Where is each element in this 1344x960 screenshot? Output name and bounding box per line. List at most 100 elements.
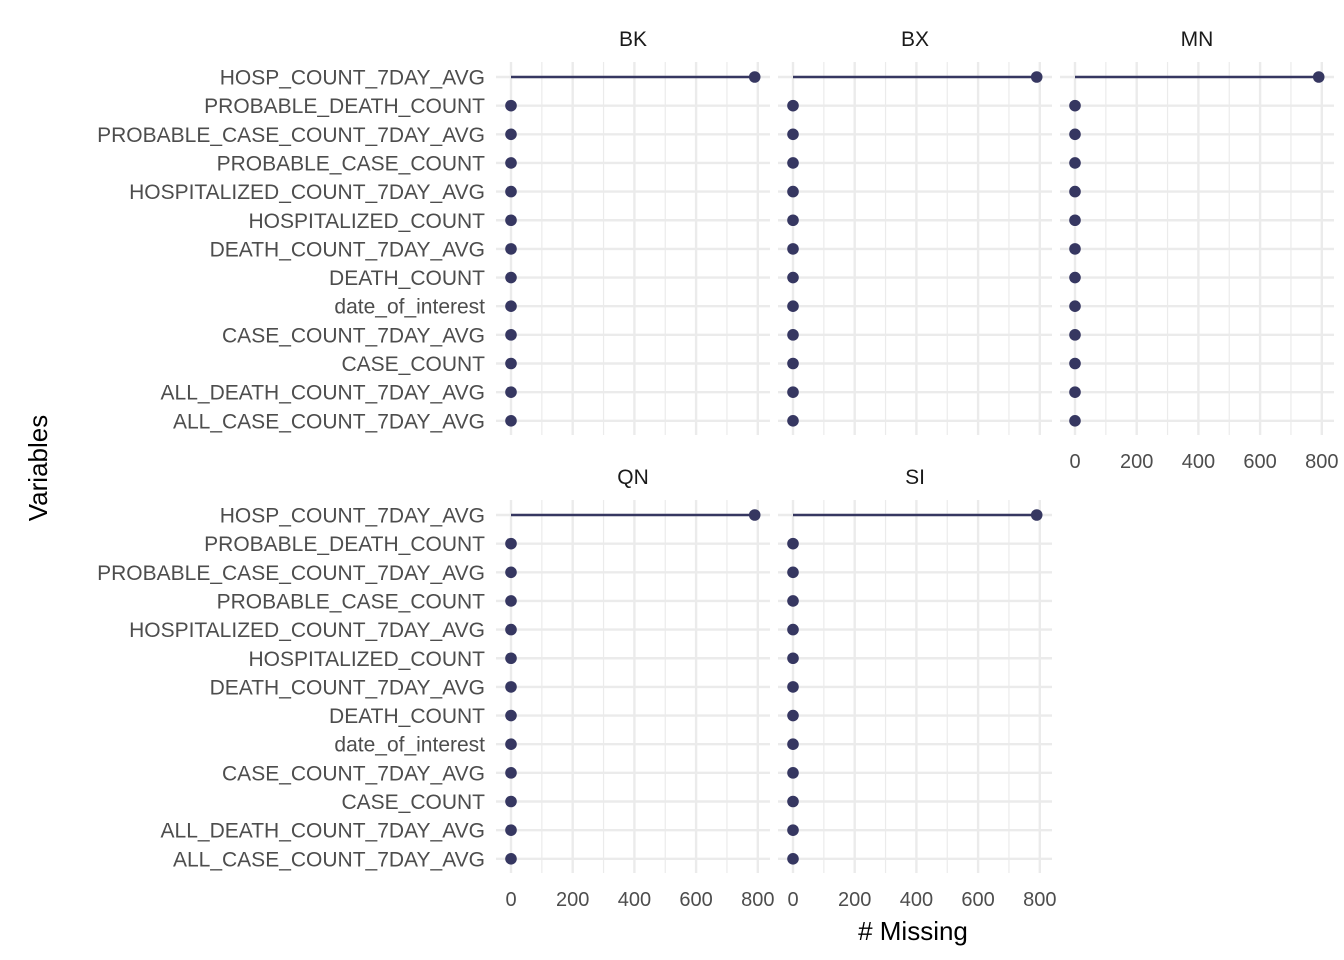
lollipop-point (505, 738, 517, 750)
lollipop-point (787, 681, 799, 693)
lollipop-point (505, 767, 517, 779)
lollipop-point (1069, 243, 1081, 255)
x-tick-label: 400 (1182, 451, 1215, 473)
lollipop-point (505, 709, 517, 722)
lollipop-point (787, 767, 799, 779)
lollipop-point (1069, 271, 1081, 284)
lollipop-point (505, 623, 517, 636)
x-tick-label: 400 (618, 889, 651, 911)
lollipop-point (1312, 71, 1325, 83)
x-tick-label: 0 (1069, 451, 1080, 473)
lollipop-point (1069, 214, 1081, 227)
variable-label: DEATH_COUNT (329, 267, 485, 290)
lollipop-point (505, 795, 517, 808)
lollipop-point (1069, 329, 1081, 341)
variable-label: CASE_COUNT (341, 353, 485, 376)
lollipop-point (787, 157, 799, 169)
lollipop-point (505, 357, 517, 370)
strip-label: SI (905, 466, 925, 489)
variable-label: DEATH_COUNT_7DAY_AVG (210, 238, 485, 261)
x-tick-label: 600 (679, 889, 712, 911)
x-tick-label: 200 (838, 889, 871, 911)
x-tick-label: 600 (1243, 451, 1276, 473)
strip-label: MN (1181, 28, 1214, 51)
lollipop-point (505, 824, 517, 836)
variable-label: HOSP_COUNT_7DAY_AVG (220, 67, 485, 90)
lollipop-point (787, 738, 799, 750)
variable-label: ALL_DEATH_COUNT_7DAY_AVG (161, 820, 485, 843)
lollipop-point (787, 386, 799, 398)
lollipop-point (505, 271, 517, 284)
variable-label: ALL_CASE_COUNT_7DAY_AVG (173, 848, 485, 871)
x-tick-label: 800 (1305, 451, 1338, 473)
x-tick-label: 600 (961, 889, 994, 911)
lollipop-point (787, 652, 799, 665)
lollipop-point (787, 623, 799, 636)
strip-label: BK (619, 28, 647, 51)
lollipop-point (505, 595, 517, 607)
variable-label: CASE_COUNT (341, 791, 485, 814)
lollipop-point (1069, 415, 1081, 427)
y-axis-title: Variables (23, 415, 53, 521)
variable-label: DEATH_COUNT_7DAY_AVG (210, 676, 485, 699)
lollipop-point (1069, 357, 1081, 370)
panel-mn: MN 0 200 400 600 800 (1060, 28, 1338, 473)
variable-label: PROBABLE_DEATH_COUNT (204, 95, 485, 118)
lollipop-point (787, 537, 799, 550)
lollipop-point (787, 300, 799, 313)
lollipop-point (787, 824, 799, 836)
lollipop-point (1069, 185, 1081, 198)
variable-label: PROBABLE_DEATH_COUNT (204, 533, 485, 556)
lollipop-point (1069, 128, 1081, 141)
variable-label: ALL_CASE_COUNT_7DAY_AVG (173, 410, 485, 433)
lollipop-point (505, 386, 517, 398)
lollipop-point (505, 157, 517, 169)
panel-qn: QN HOSP_COUNT_7DAY_AVG PROBABLE_DEATH_COUN… (97, 466, 774, 911)
lollipop-point (505, 300, 517, 313)
x-tick-label: 400 (900, 889, 933, 911)
panel-bx: BX (778, 28, 1052, 435)
variable-label: HOSPITALIZED_COUNT (249, 210, 486, 233)
lollipop-point (505, 566, 517, 579)
lollipop-point (505, 415, 517, 427)
variable-label: HOSPITALIZED_COUNT_7DAY_AVG (129, 181, 485, 204)
x-tick-label: 800 (741, 889, 774, 911)
lollipop-point (787, 795, 799, 808)
x-tick-label: 200 (1120, 451, 1153, 473)
panel-si: SI 0 200 400 600 800 (778, 466, 1056, 911)
variable-label: PROBABLE_CASE_COUNT_7DAY_AVG (97, 562, 485, 585)
variable-label: HOSPITALIZED_COUNT_7DAY_AVG (129, 619, 485, 642)
variable-label: ALL_DEATH_COUNT_7DAY_AVG (161, 382, 485, 405)
lollipop-point (748, 71, 761, 83)
variable-label: PROBABLE_CASE_COUNT (217, 590, 486, 613)
variable-label: DEATH_COUNT (329, 705, 485, 728)
lollipop-point (787, 329, 799, 341)
lollipop-point (1030, 509, 1043, 521)
lollipop-point (505, 537, 517, 550)
strip-label: QN (617, 466, 649, 489)
lollipop-point (505, 853, 517, 865)
x-tick-label: 800 (1023, 889, 1056, 911)
lollipop-point (505, 652, 517, 665)
variable-label: date_of_interest (334, 296, 485, 319)
variable-label: PROBABLE_CASE_COUNT_7DAY_AVG (97, 124, 485, 147)
x-axis-title: # Missing (858, 916, 968, 946)
lollipop-point (787, 214, 799, 227)
lollipop-point (787, 357, 799, 370)
lollipop-point (787, 271, 799, 284)
variable-label: CASE_COUNT_7DAY_AVG (222, 762, 485, 785)
variable-label: CASE_COUNT_7DAY_AVG (222, 324, 485, 347)
lollipop-point (505, 329, 517, 341)
lollipop-point (505, 128, 517, 141)
variable-label: HOSP_COUNT_7DAY_AVG (220, 505, 485, 528)
lollipop-point (787, 128, 799, 141)
lollipop-point (787, 99, 799, 112)
lollipop-point (505, 214, 517, 227)
strip-label: BX (901, 28, 929, 51)
lollipop-point (748, 509, 761, 521)
lollipop-point (505, 99, 517, 112)
x-tick-label: 0 (505, 889, 516, 911)
lollipop-point (1069, 157, 1081, 169)
variable-label: PROBABLE_CASE_COUNT (217, 152, 486, 175)
